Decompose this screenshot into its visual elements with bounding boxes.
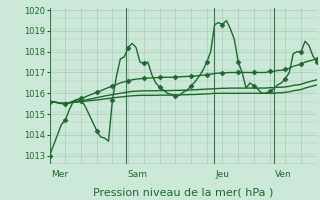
- Text: Mer: Mer: [51, 170, 68, 179]
- Text: Jeu: Jeu: [215, 170, 229, 179]
- Text: Ven: Ven: [275, 170, 292, 179]
- Text: Sam: Sam: [127, 170, 147, 179]
- Text: Pression niveau de la mer( hPa ): Pression niveau de la mer( hPa ): [93, 187, 273, 197]
